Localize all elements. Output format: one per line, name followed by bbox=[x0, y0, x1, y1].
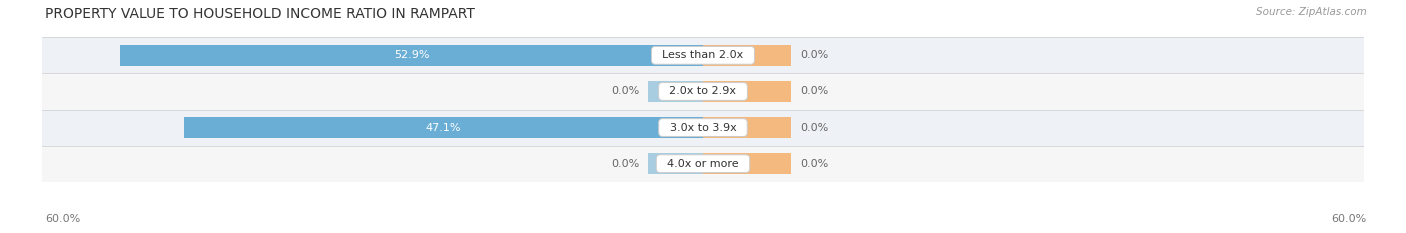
Text: 4.0x or more: 4.0x or more bbox=[661, 159, 745, 169]
Text: 0.0%: 0.0% bbox=[800, 123, 828, 133]
Bar bbox=[703, 117, 792, 138]
Text: 0.0%: 0.0% bbox=[800, 159, 828, 169]
Bar bbox=[703, 45, 792, 66]
Bar bbox=[42, 37, 1364, 73]
Bar bbox=[184, 117, 703, 138]
Bar bbox=[42, 110, 1364, 146]
Text: Source: ZipAtlas.com: Source: ZipAtlas.com bbox=[1256, 7, 1367, 17]
Text: 52.9%: 52.9% bbox=[394, 50, 429, 60]
Text: 47.1%: 47.1% bbox=[426, 123, 461, 133]
Text: Less than 2.0x: Less than 2.0x bbox=[655, 50, 751, 60]
Bar bbox=[42, 146, 1364, 182]
Text: 2.0x to 2.9x: 2.0x to 2.9x bbox=[662, 86, 744, 96]
Text: 0.0%: 0.0% bbox=[610, 159, 640, 169]
Text: 0.0%: 0.0% bbox=[610, 86, 640, 96]
Bar bbox=[703, 81, 792, 102]
Bar bbox=[648, 81, 703, 102]
Text: 60.0%: 60.0% bbox=[45, 214, 80, 224]
Bar bbox=[703, 153, 792, 174]
Bar bbox=[42, 73, 1364, 110]
Text: 3.0x to 3.9x: 3.0x to 3.9x bbox=[662, 123, 744, 133]
Text: PROPERTY VALUE TO HOUSEHOLD INCOME RATIO IN RAMPART: PROPERTY VALUE TO HOUSEHOLD INCOME RATIO… bbox=[45, 7, 475, 21]
Text: 0.0%: 0.0% bbox=[800, 86, 828, 96]
Text: 0.0%: 0.0% bbox=[800, 50, 828, 60]
Bar bbox=[648, 153, 703, 174]
Bar bbox=[121, 45, 703, 66]
Text: 60.0%: 60.0% bbox=[1331, 214, 1367, 224]
